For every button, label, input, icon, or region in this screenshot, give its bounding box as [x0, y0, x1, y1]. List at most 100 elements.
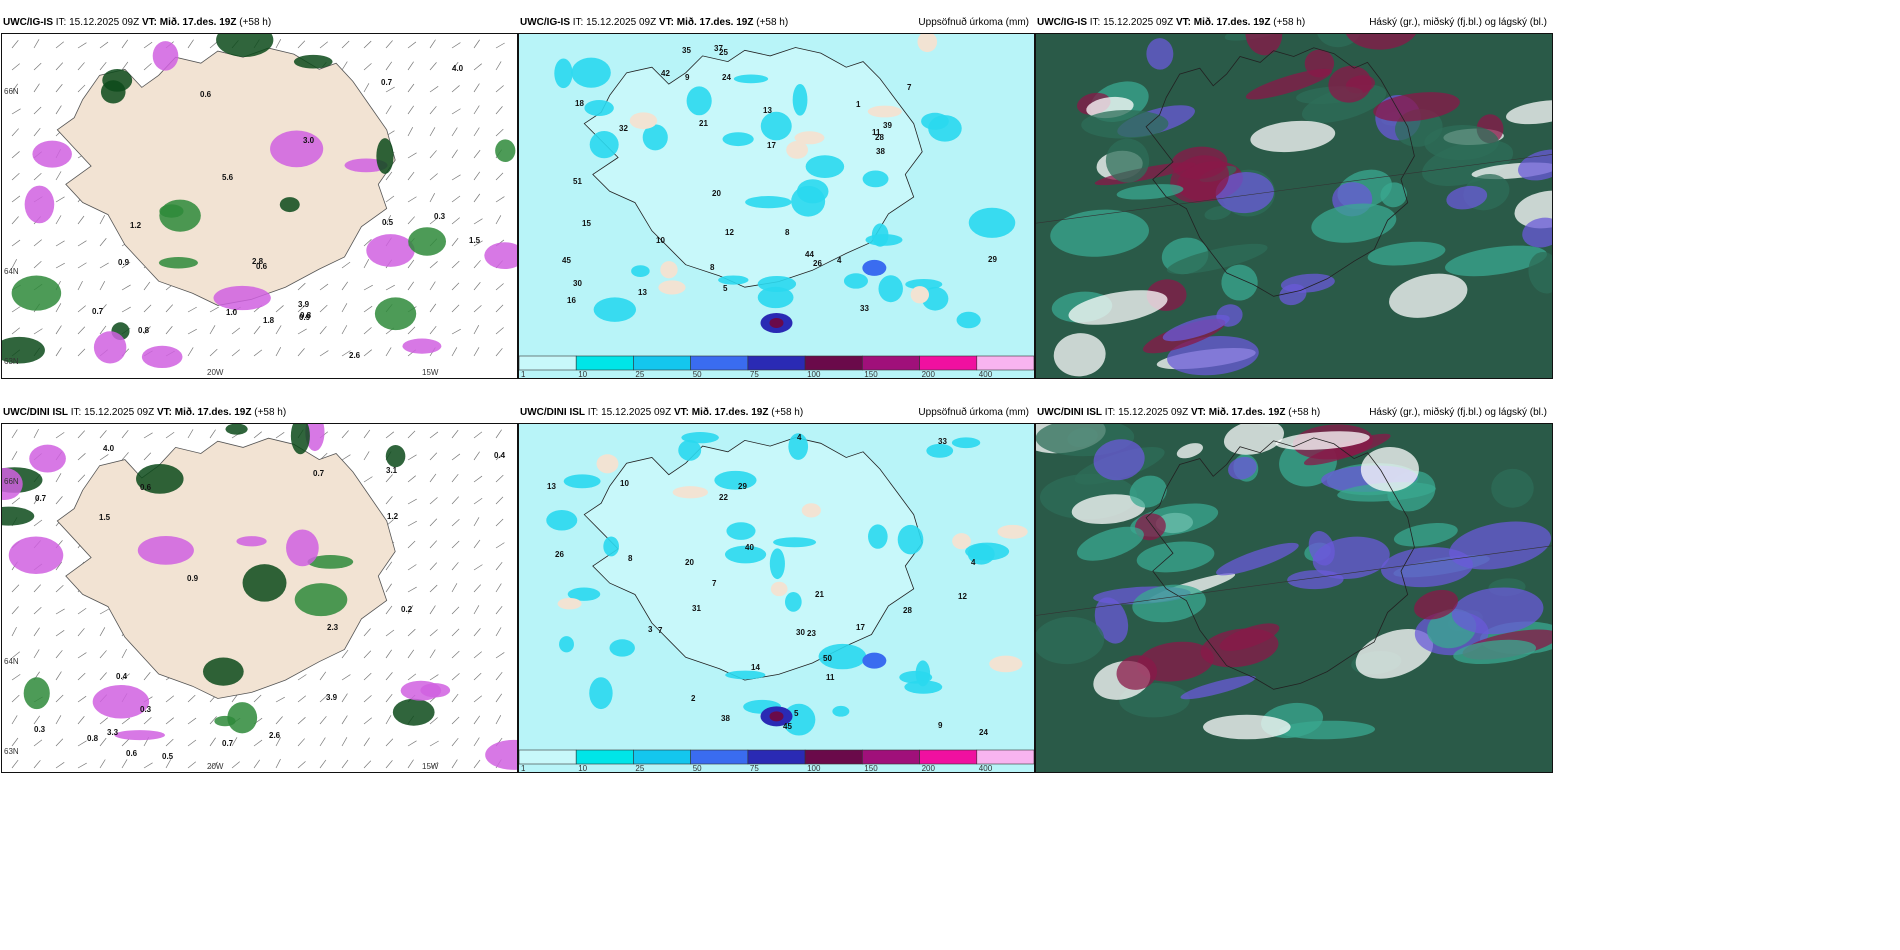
wind-barb: [99, 650, 107, 659]
wind-barb: [33, 83, 40, 93]
legend-tick: 10: [578, 370, 587, 378]
precip-area: [24, 185, 55, 224]
wind-barb: [451, 217, 460, 225]
accum-value-label: 11: [826, 673, 835, 682]
precip-value-label: 1.0: [226, 308, 238, 317]
precip-area: [408, 227, 447, 256]
panel-ig-precip: 0.3 0.8 1.5 1.8 3.0 2.6 0.9 0.7 0.5 1.0 3.9 2.8 0.6 1…: [1, 33, 518, 379]
precip-area: [137, 535, 194, 565]
wind-barb: [11, 216, 19, 225]
legend-tick: 150: [864, 370, 878, 378]
wind-barb: [495, 42, 505, 49]
cloud-area: [1116, 655, 1158, 690]
accum-value-label: 14: [751, 663, 760, 672]
lat-label: 66N: [4, 477, 19, 486]
wind-barb: [473, 347, 480, 357]
cloud-area: [1344, 34, 1419, 50]
lon-label: 20W: [207, 762, 224, 771]
wind-barb: [77, 262, 87, 269]
accum-area: [956, 311, 981, 329]
precip-value-label: 5.6: [222, 173, 234, 182]
wind-barb: [363, 672, 372, 681]
accum-value-label: 5: [794, 709, 799, 718]
accum-area: [571, 57, 611, 88]
wind-barb: [165, 304, 173, 313]
wind-barb: [473, 127, 480, 137]
accum-area: [951, 437, 981, 449]
wind-barb: [275, 305, 284, 313]
wind-barb: [11, 626, 17, 637]
wind-barb: [165, 431, 175, 439]
wind-barb: [407, 196, 417, 203]
wind-barb: [143, 432, 153, 439]
wind-barb: [385, 738, 394, 747]
accum-value-label: 13: [547, 482, 556, 491]
wind-barb: [385, 649, 392, 659]
precip-value-label: 0.8: [300, 311, 312, 320]
wind-barb: [363, 628, 371, 637]
precip-area: [213, 285, 271, 311]
wind-barb: [297, 674, 307, 681]
wind-barb: [407, 673, 417, 681]
wind-barb: [429, 674, 439, 681]
wind-barb: [77, 240, 87, 247]
wind-barb: [11, 306, 21, 313]
precip-area: [236, 536, 267, 547]
iceland-outline: [1145, 47, 1415, 297]
legend-tick: 200: [922, 764, 936, 772]
wind-barb: [55, 347, 62, 357]
wind-barb: [429, 127, 436, 137]
wind-barb: [363, 476, 373, 483]
wind-barb: [341, 674, 351, 681]
wind-barb: [473, 517, 480, 527]
wind-barb: [165, 738, 174, 747]
wind-barb: [11, 259, 17, 269]
precip-value-label: 3.3: [107, 728, 119, 737]
wind-barb: [407, 586, 417, 593]
legend-tick: 200: [922, 370, 936, 378]
dry-area: [997, 524, 1028, 539]
wind-barb: [451, 540, 460, 549]
wind-barb: [33, 428, 39, 439]
precip-area: [216, 34, 274, 57]
wind-barb: [473, 695, 483, 703]
wind-barb: [319, 695, 328, 703]
accum-value-label: 40: [745, 543, 754, 552]
cloud-area: [1279, 720, 1376, 740]
wind-barb: [33, 715, 41, 725]
accum-value-label: 8: [710, 263, 715, 272]
accum-value-label: 13: [638, 288, 647, 297]
wind-barb: [363, 305, 373, 313]
wind-barb: [407, 281, 414, 291]
cloud-area: [1311, 203, 1397, 243]
wind-barb: [11, 715, 18, 725]
precip-area: [2, 467, 23, 501]
wind-barb: [55, 303, 62, 313]
wind-barb: [33, 739, 43, 747]
wind-barb: [77, 430, 85, 439]
precip-area: [202, 657, 244, 686]
wind-barb: [253, 431, 262, 439]
wind-barb: [165, 759, 172, 769]
wind-barb: [429, 173, 438, 181]
wind-barb: [77, 628, 85, 637]
wind-barb: [33, 239, 42, 247]
accum-value-label: 28: [903, 606, 912, 615]
precip-value-label: 0.3: [34, 725, 46, 734]
accum-area: [567, 587, 601, 601]
wind-barb: [451, 737, 459, 747]
wind-barb: [33, 328, 43, 335]
wind-barb: [121, 429, 129, 439]
precip-area: [293, 54, 333, 69]
header-ig-cloud: UWC/IG-IS IT: 15.12.2025 09Z VT: Mið. 17…: [1037, 17, 1547, 28]
wind-barb: [231, 349, 240, 357]
wind-barb: [33, 172, 42, 181]
precip-value-label: 0.3: [434, 212, 446, 221]
precip-area: [159, 204, 184, 218]
wind-barb: [495, 106, 503, 115]
accum-value-label: 10: [656, 236, 665, 245]
wind-barb: [407, 61, 414, 71]
wind-barb: [33, 627, 40, 637]
accum-value-label: 5: [723, 284, 728, 293]
wind-barb: [451, 759, 458, 769]
